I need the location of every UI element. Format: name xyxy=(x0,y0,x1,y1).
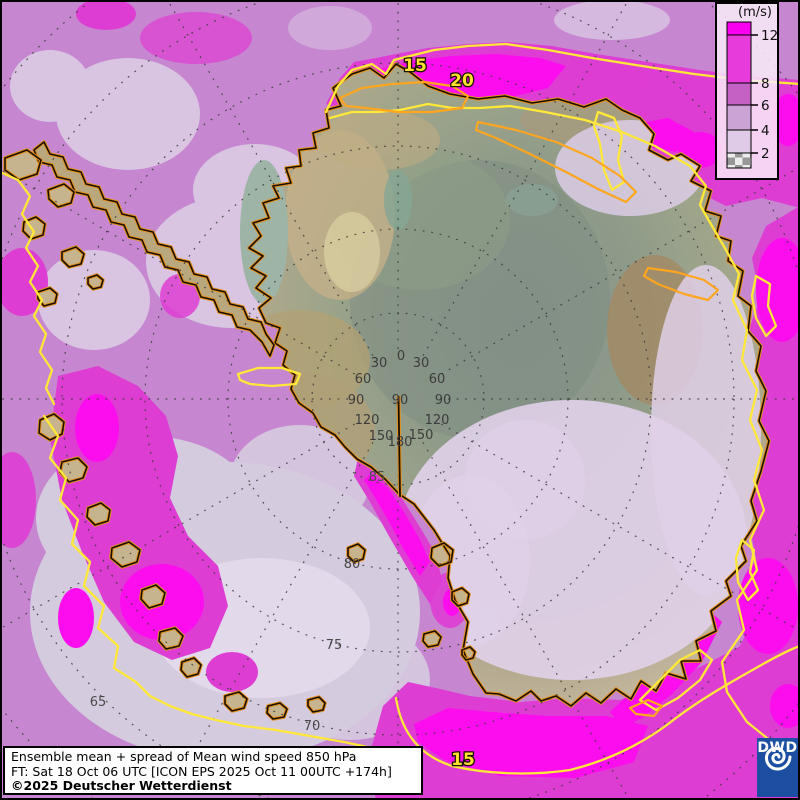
legend-swatch-2-4 xyxy=(726,129,752,154)
antarctica-continent xyxy=(3,62,771,721)
longitude-labels: 0 30 30 60 60 90 90 90 120 120 150 150 1… xyxy=(348,349,452,450)
legend-title: (m/s) xyxy=(738,5,772,20)
legend-swatch-lt2 xyxy=(726,152,752,169)
legend-tick-label: 4 xyxy=(761,123,770,139)
dwd-spiral-icon xyxy=(764,746,792,771)
info-forecast-time: FT: Sat 18 Oct 06 UTC [ICON EPS 2025 Oct… xyxy=(11,763,392,779)
legend-ticks xyxy=(751,34,758,154)
contour-lines-15 xyxy=(0,42,800,775)
lon-label: 90 xyxy=(435,393,452,408)
info-box: Ensemble mean + spread of Mean wind spee… xyxy=(3,746,423,795)
lon-label: 0 xyxy=(397,349,405,364)
weddell-sage-band xyxy=(240,160,288,304)
legend-swatch-8-12 xyxy=(726,34,752,84)
legend-colorbar xyxy=(726,21,752,169)
lon-label: 180 xyxy=(388,435,413,450)
contour-label-15-bottom: 15 xyxy=(451,750,475,770)
contour-labels: 15 20 15 xyxy=(402,55,476,772)
latitude-labels: 85 80 75 70 65 xyxy=(90,470,386,734)
lon-label: 60 xyxy=(429,372,446,387)
lat-label: 75 xyxy=(326,638,343,653)
info-copyright: ©2025 Deutscher Wetterdienst xyxy=(11,778,232,794)
lat-label: 70 xyxy=(304,719,321,734)
legend-swatch-gt12 xyxy=(726,21,752,36)
lon-label: 30 xyxy=(371,356,388,371)
lat-label: 65 xyxy=(90,695,107,710)
lat-label: 85 xyxy=(369,470,386,485)
lon-label: 120 xyxy=(355,413,380,428)
legend-tick-label: 6 xyxy=(761,98,770,114)
legend-tick-label: 8 xyxy=(761,76,770,92)
terrain-patches xyxy=(249,96,761,680)
lon-label: 120 xyxy=(425,413,450,428)
lon-label: 60 xyxy=(355,372,372,387)
contour-label-15-top: 15 xyxy=(403,56,427,76)
lon-label: 90 xyxy=(392,393,409,408)
lon-label: 90 xyxy=(348,393,365,408)
dwd-logo: DWD xyxy=(757,738,798,797)
legend-tick-label: 12 xyxy=(761,28,778,44)
lon-label: 150 xyxy=(369,429,394,444)
legend-tick-label: 2 xyxy=(761,146,770,162)
contour-label-20-top: 20 xyxy=(450,71,474,91)
lon-label: 150 xyxy=(409,428,434,443)
pole-line xyxy=(396,395,402,498)
lon-label: 30 xyxy=(413,356,430,371)
lat-label: 80 xyxy=(344,557,361,572)
legend-swatch-4-6 xyxy=(726,104,752,131)
legend-swatch-6-8 xyxy=(726,82,752,106)
info-title: Ensemble mean + spread of Mean wind spee… xyxy=(11,749,357,764)
legend: (m/s) 12 8 6 4 2 xyxy=(715,2,779,180)
contour-lines-20 xyxy=(338,80,720,718)
